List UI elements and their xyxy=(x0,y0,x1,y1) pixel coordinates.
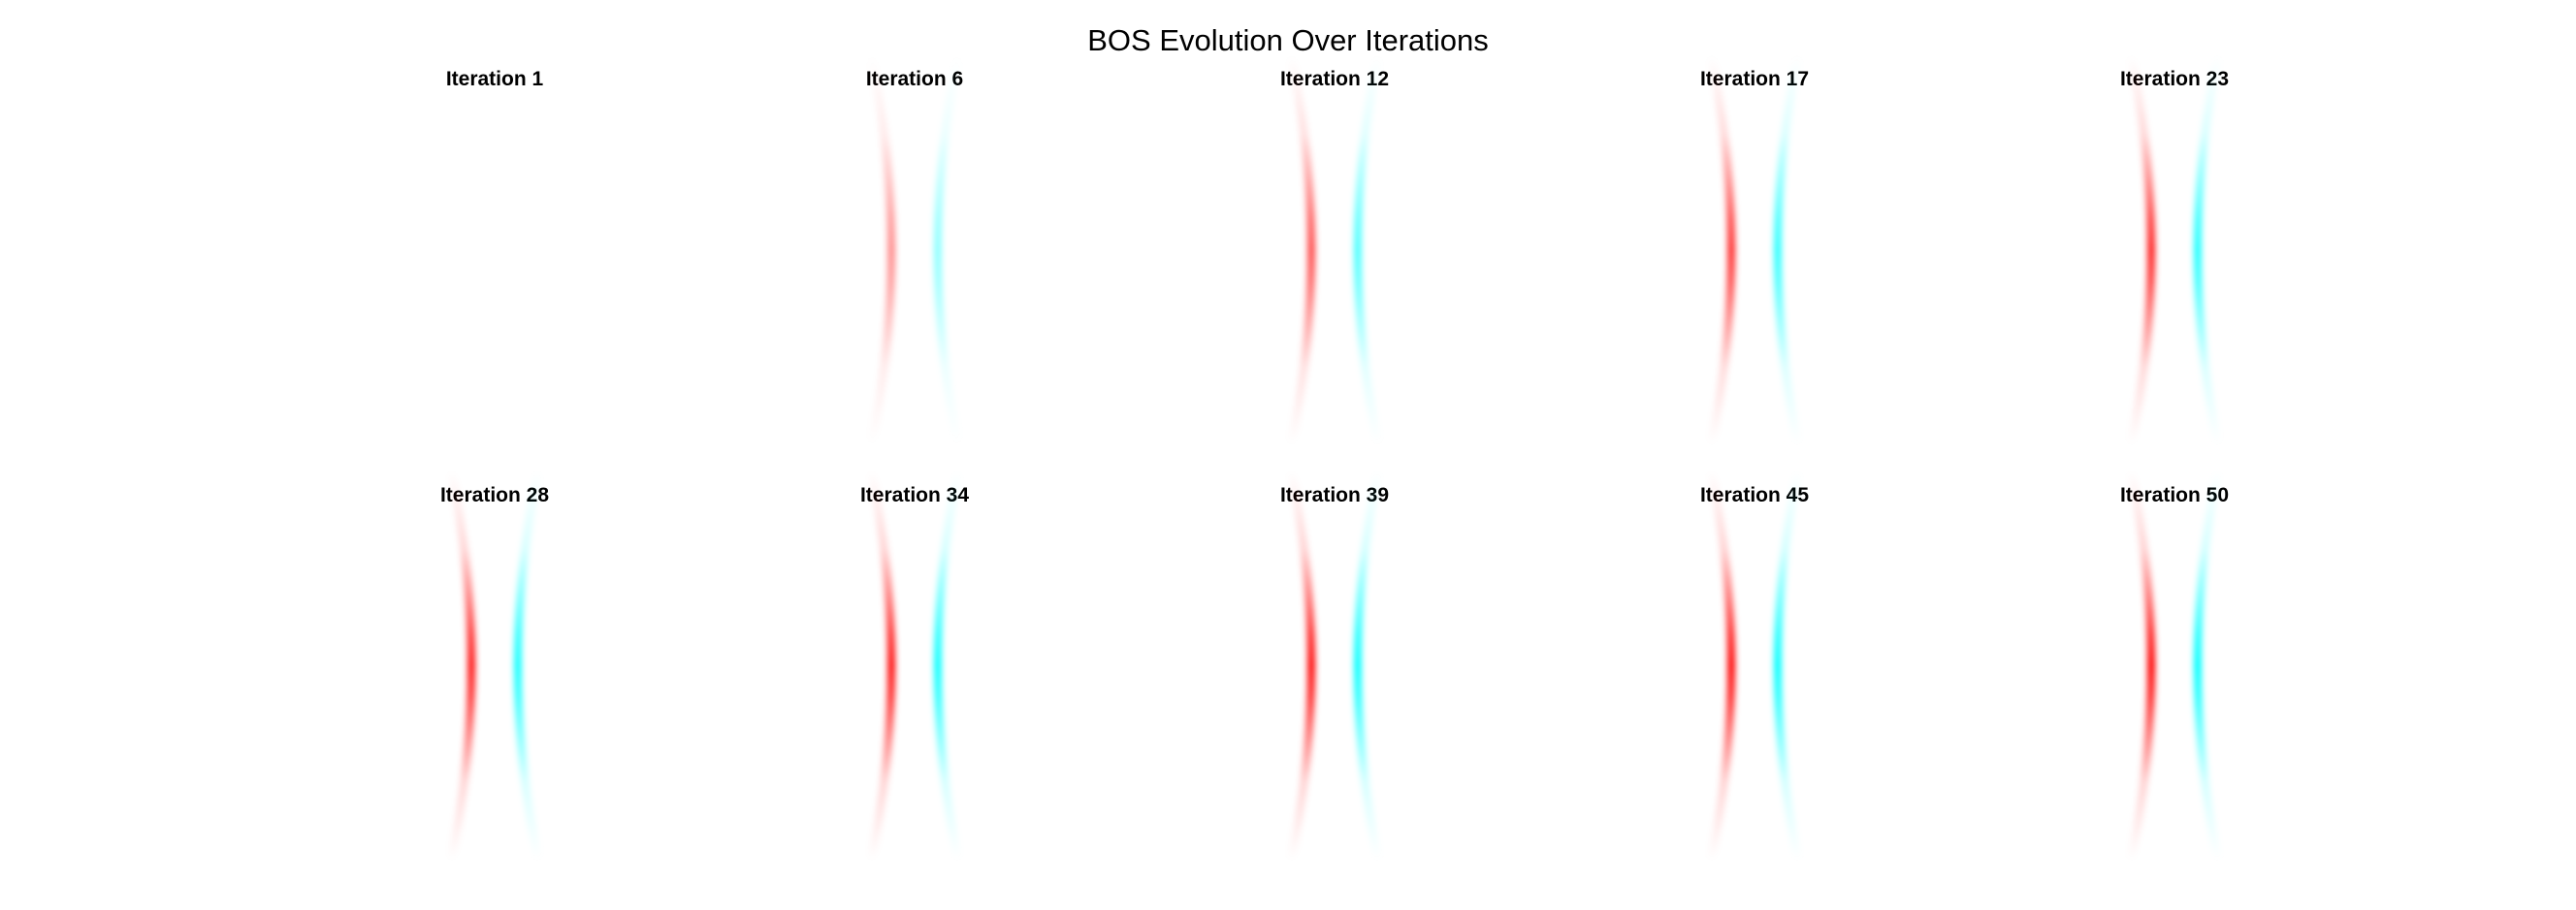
negative-gradient-band xyxy=(513,468,542,863)
panel-iteration-12: Iteration 12 xyxy=(1280,52,1389,448)
panel-iteration-39: Iteration 39 xyxy=(1280,468,1389,863)
panel-title: Iteration 12 xyxy=(1280,68,1389,90)
panel-iteration-50: Iteration 50 xyxy=(2120,468,2229,863)
positive-gradient-band xyxy=(2127,468,2156,863)
negative-gradient-band xyxy=(933,468,962,863)
positive-gradient-band xyxy=(1287,468,1316,863)
panel-iteration-45: Iteration 45 xyxy=(1700,468,1809,863)
panel-iteration-23: Iteration 23 xyxy=(2120,52,2229,448)
negative-gradient-band xyxy=(2193,52,2222,448)
positive-gradient-band xyxy=(447,468,476,863)
panel-title: Iteration 17 xyxy=(1700,68,1809,90)
positive-gradient-band xyxy=(867,468,896,863)
panel-title: Iteration 23 xyxy=(2120,68,2229,90)
negative-gradient-band xyxy=(1773,468,1802,863)
panel-title: Iteration 34 xyxy=(860,484,969,506)
positive-gradient-band xyxy=(1707,52,1736,448)
panel-title: Iteration 45 xyxy=(1700,484,1809,506)
panel-iteration-34: Iteration 34 xyxy=(860,468,969,863)
positive-gradient-band xyxy=(2127,52,2156,448)
positive-gradient-band xyxy=(867,52,896,448)
negative-gradient-band xyxy=(1353,468,1382,863)
panel-iteration-28: Iteration 28 xyxy=(440,468,549,863)
figure-title: BOS Evolution Over Iterations xyxy=(1087,23,1489,57)
panel-title: Iteration 6 xyxy=(866,68,963,90)
panel-title: Iteration 28 xyxy=(440,484,549,506)
panel-title: Iteration 50 xyxy=(2120,484,2229,506)
positive-gradient-band xyxy=(1707,468,1736,863)
panel-iteration-17: Iteration 17 xyxy=(1700,52,1809,448)
negative-gradient-band xyxy=(1353,52,1382,448)
panel-title: Iteration 1 xyxy=(446,68,544,90)
panel-iteration-6: Iteration 6 xyxy=(866,52,963,448)
negative-gradient-band xyxy=(2193,468,2222,863)
negative-gradient-band xyxy=(1773,52,1802,448)
panel-iteration-1: Iteration 1 xyxy=(446,68,544,90)
panel-title: Iteration 39 xyxy=(1280,484,1389,506)
positive-gradient-band xyxy=(1287,52,1316,448)
negative-gradient-band xyxy=(933,52,962,448)
